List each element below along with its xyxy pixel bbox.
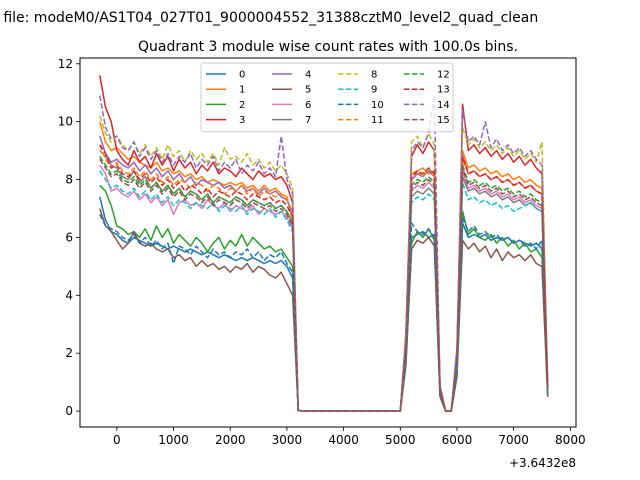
legend-box xyxy=(200,62,454,133)
series-line-9 xyxy=(99,170,549,412)
y-tick-label: 10 xyxy=(58,115,73,129)
figure-suptitle: n file: modeM0/AS1T04_027T01_9000004552_… xyxy=(0,10,538,26)
legend-label-0: 0 xyxy=(239,70,245,81)
x-tick-label: 1000 xyxy=(158,433,189,447)
series-line-2 xyxy=(99,184,549,412)
x-tick-label: 5000 xyxy=(385,433,416,447)
legend-label-5: 5 xyxy=(305,85,311,96)
series-line-5 xyxy=(99,208,549,412)
series-line-12 xyxy=(99,155,549,412)
x-offset-label: +3.6432e8 xyxy=(509,456,576,470)
legend-label-4: 4 xyxy=(305,70,311,81)
series-line-15 xyxy=(99,158,549,412)
legend-label-12: 12 xyxy=(437,70,450,81)
x-tick-label: 0 xyxy=(113,433,121,447)
x-tick-label: 8000 xyxy=(555,433,586,447)
y-tick-label: 2 xyxy=(65,346,73,360)
legend-label-15: 15 xyxy=(437,115,450,126)
legend-label-3: 3 xyxy=(239,115,245,126)
y-tick-label: 8 xyxy=(65,173,73,187)
legend-label-6: 6 xyxy=(305,100,311,111)
legend-label-11: 11 xyxy=(371,115,384,126)
legend-label-8: 8 xyxy=(371,70,377,81)
series-line-1 xyxy=(99,121,549,412)
y-tick-label: 6 xyxy=(65,230,73,244)
legend-label-13: 13 xyxy=(437,85,450,96)
series-lines xyxy=(99,75,549,412)
x-tick-label: 6000 xyxy=(442,433,473,447)
legend-label-9: 9 xyxy=(371,85,377,96)
plot-frame xyxy=(79,57,577,428)
legend-label-1: 1 xyxy=(239,85,245,96)
chart-title: Quadrant 3 module wise count rates with … xyxy=(138,39,518,55)
y-tick-label: 12 xyxy=(58,57,73,71)
y-tick-label: 4 xyxy=(65,288,73,302)
x-tick-label: 2000 xyxy=(215,433,246,447)
x-tick-label: 3000 xyxy=(272,433,303,447)
y-tick-label: 0 xyxy=(65,404,73,418)
x-tick-label: 4000 xyxy=(328,433,359,447)
series-line-8 xyxy=(99,115,549,412)
series-line-14 xyxy=(99,94,549,412)
legend-label-14: 14 xyxy=(437,100,450,111)
x-tick-label: 7000 xyxy=(498,433,529,447)
axis-ticks: 0 1000 2000 3000 4000 5000 6000 7000 80000246810… xyxy=(58,57,586,447)
legend-label-2: 2 xyxy=(239,100,245,111)
legend-label-10: 10 xyxy=(371,100,384,111)
legend-label-7: 7 xyxy=(305,115,311,126)
series-line-10 xyxy=(99,213,549,412)
